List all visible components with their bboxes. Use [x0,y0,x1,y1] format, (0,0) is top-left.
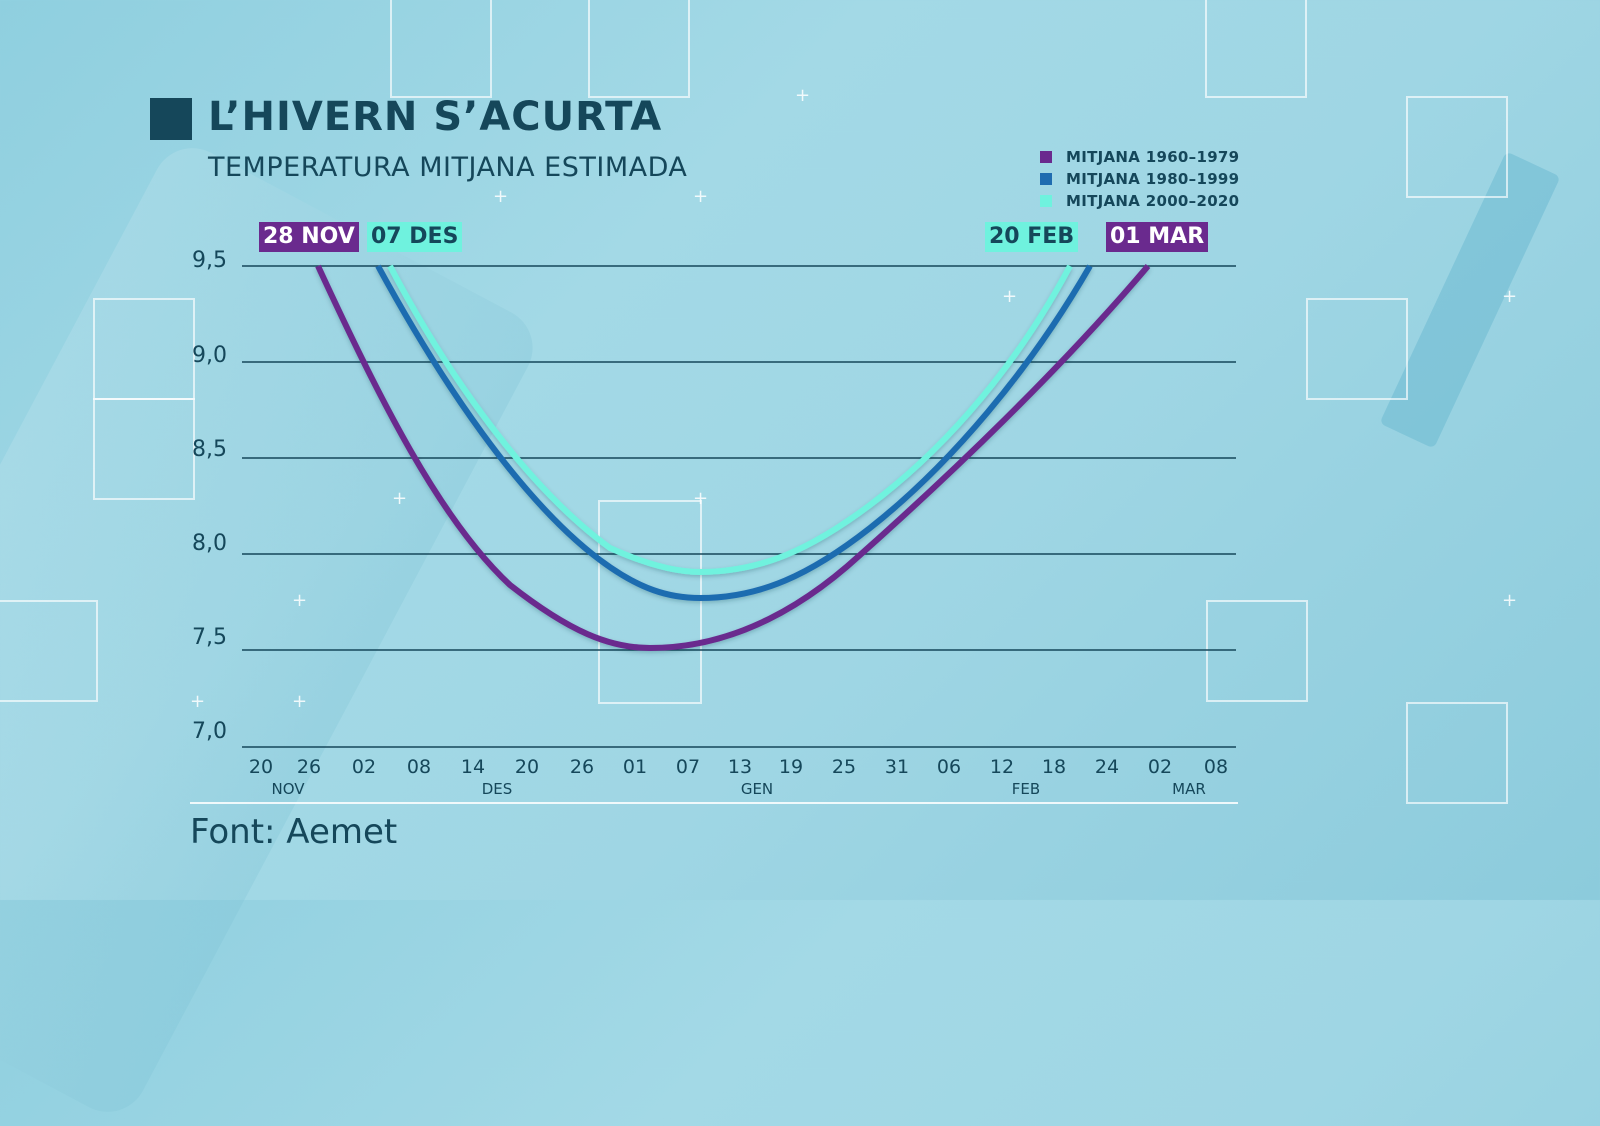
gridlines [242,265,1236,748]
source-credit: Font: Aemet [190,812,398,852]
x-tick-label: 02 [1147,756,1173,778]
x-tick-label: 25 [831,756,857,778]
title-marker [150,98,192,140]
decor-box [598,500,702,704]
decor-box [1306,298,1408,400]
tag-end-2000-2020: 20 FEB [985,222,1079,252]
decor-box [0,600,98,702]
plus-mark: + [392,488,408,509]
legend: MITJANA 1960–1979 MITJANA 1980–1999 MITJ… [1040,146,1239,212]
y-tick-label: 7,5 [192,625,227,650]
series-line-2000-2020 [387,264,1073,576]
chart-subtitle: TEMPERATURA MITJANA ESTIMADA [208,152,688,183]
plus-mark: + [1502,286,1518,307]
plus-mark: + [693,488,709,509]
plus-mark: + [1002,286,1018,307]
x-tick-label: 18 [1041,756,1067,778]
y-tick-label: 9,5 [192,248,227,273]
x-tick-label: 26 [296,756,322,778]
x-month-label: FEB [1011,780,1041,798]
plus-mark: + [493,186,509,207]
legend-label: MITJANA 1960–1979 [1066,148,1240,166]
tag-end-1960-1979: 01 MAR [1106,222,1209,252]
x-tick-label: 08 [1203,756,1229,778]
x-tick-label: 26 [569,756,595,778]
decor-box [1406,96,1508,198]
x-tick-label: 02 [351,756,377,778]
x-month-label: GEN [740,780,774,798]
x-tick-label: 13 [727,756,753,778]
x-tick-label: 14 [460,756,486,778]
plus-mark: + [292,691,308,712]
plus-mark: + [190,691,206,712]
legend-swatch [1040,195,1052,207]
legend-item-1980-1999: MITJANA 1980–1999 [1040,168,1239,190]
legend-swatch [1040,173,1052,185]
plus-mark: + [693,186,709,207]
plus-mark: + [795,85,811,106]
background: + + + + + + + + + + + [0,0,1561,1126]
x-tick-label: 01 [622,756,648,778]
legend-label: MITJANA 2000–2020 [1066,192,1240,210]
decor-box [1205,0,1307,98]
decor-box [1406,702,1508,804]
series-line-1980-1999 [375,264,1093,602]
decor-box [390,0,492,98]
x-tick-label: 20 [248,756,274,778]
baseline-divider [190,802,1238,804]
legend-item-1960-1979: MITJANA 1960–1979 [1040,146,1239,168]
x-tick-label: 08 [406,756,432,778]
plus-mark: + [1502,590,1518,611]
x-tick-label: 19 [778,756,804,778]
y-tick-label: 7,0 [192,719,227,744]
decor-box [93,398,195,500]
decor-box [1206,600,1308,702]
legend-label: MITJANA 1980–1999 [1066,170,1240,188]
chart-title: L’HIVERN S’ACURTA [208,94,663,140]
x-tick-label: 06 [936,756,962,778]
x-month-label: MAR [1172,780,1206,798]
legend-item-2000-2020: MITJANA 2000–2020 [1040,190,1239,212]
y-tick-label: 9,0 [192,343,227,368]
x-tick-label: 24 [1094,756,1120,778]
chart-plot-area [242,264,1236,748]
x-tick-label: 12 [989,756,1015,778]
plus-mark: + [292,590,308,611]
decor-box [588,0,690,98]
x-tick-label: 31 [884,756,910,778]
x-tick-label: 20 [514,756,540,778]
y-tick-label: 8,5 [192,437,227,462]
x-tick-label: 07 [675,756,701,778]
x-month-label: NOV [271,780,305,798]
x-month-label: DES [481,780,513,798]
legend-swatch [1040,151,1052,163]
tag-start-1960-1979: 28 NOV [259,222,359,252]
tag-start-2000-2020: 07 DES [367,222,463,252]
series-line-1960-1979 [315,264,1151,652]
y-tick-label: 8,0 [192,531,227,556]
